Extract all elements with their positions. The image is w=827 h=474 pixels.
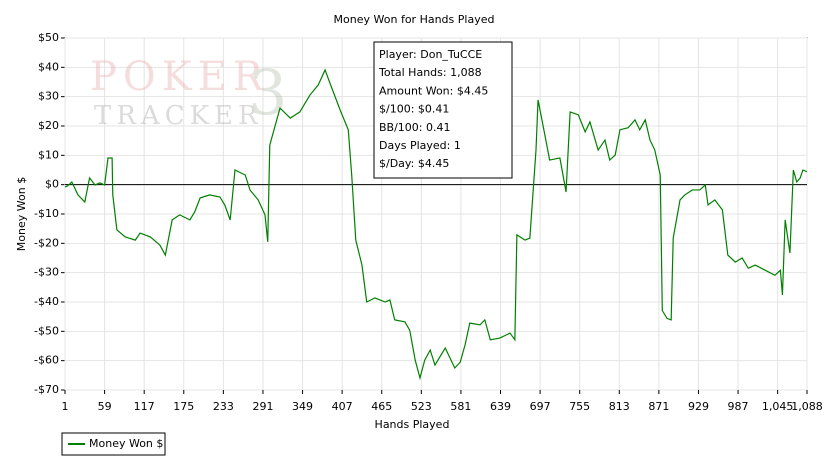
y-tick-label: $30 bbox=[38, 90, 59, 103]
x-tick-label: 117 bbox=[134, 400, 155, 413]
y-tick-label: $40 bbox=[38, 60, 59, 73]
x-tick-label: 697 bbox=[530, 400, 551, 413]
x-tick-label: 407 bbox=[332, 400, 353, 413]
y-axis-label: Money Won $ bbox=[15, 177, 28, 251]
x-tick-label: 581 bbox=[450, 400, 471, 413]
y-tick-label: -$30 bbox=[34, 266, 59, 279]
info-line: $/Day: $4.45 bbox=[379, 157, 449, 170]
y-tick-label: -$40 bbox=[34, 295, 59, 308]
info-box bbox=[373, 41, 513, 179]
x-tick-label: 349 bbox=[292, 400, 313, 413]
data bbox=[64, 68, 808, 381]
x-tick-label: 813 bbox=[609, 400, 630, 413]
x-tick-label: 1,088 bbox=[791, 400, 823, 413]
watermark-text: TRACKER bbox=[94, 101, 263, 131]
info-line: Total Hands: 1,088 bbox=[378, 66, 482, 79]
x-tick-label: 233 bbox=[213, 400, 234, 413]
x-tick-label: 755 bbox=[569, 400, 590, 413]
x-tick-label: 59 bbox=[98, 400, 112, 413]
x-tick-label: 175 bbox=[173, 400, 194, 413]
x-tick-label: 465 bbox=[371, 400, 392, 413]
data-line bbox=[64, 68, 808, 381]
y-tick-label: $0 bbox=[45, 178, 59, 191]
legend bbox=[61, 432, 166, 456]
y-tick-label: $50 bbox=[38, 31, 59, 44]
x-axis-label: Hands Played bbox=[375, 418, 450, 431]
y-tick-label: -$50 bbox=[34, 324, 59, 337]
info-line: $/100: $0.41 bbox=[379, 103, 449, 116]
info-line: Days Played: 1 bbox=[379, 139, 461, 152]
watermark: POKER 3 TRACKER bbox=[90, 54, 287, 131]
y-tick-label: $20 bbox=[38, 119, 59, 132]
y-tick-label: -$10 bbox=[34, 207, 59, 220]
info-line: Amount Won: $4.45 bbox=[379, 84, 488, 97]
y-tick-label: -$20 bbox=[34, 236, 59, 249]
x-tick-label: 291 bbox=[252, 400, 273, 413]
info: Player: Don_TuCCE Total Hands: 1,088 Amoun… bbox=[378, 48, 488, 170]
info-line: Player: Don_TuCCE bbox=[379, 48, 482, 61]
x-tick-label: 929 bbox=[688, 400, 709, 413]
watermark-text: POKER bbox=[90, 54, 269, 100]
info-line: BB/100: 0.41 bbox=[379, 121, 451, 134]
y-tick-label: -$70 bbox=[34, 383, 59, 396]
chart-title: Money Won for Hands Played bbox=[334, 13, 495, 26]
x-tick-label: 1 bbox=[62, 400, 69, 413]
x-tick-label: 871 bbox=[648, 400, 669, 413]
watermark-mark: 3 bbox=[248, 56, 287, 129]
legend-label: Money Won $ bbox=[89, 437, 163, 450]
x-tick-label: 639 bbox=[490, 400, 511, 413]
y-tick-label: -$60 bbox=[34, 354, 59, 367]
y-tick-label: $10 bbox=[38, 148, 59, 161]
x-tick-label: 987 bbox=[728, 400, 749, 413]
x-tick-label: 523 bbox=[411, 400, 432, 413]
x-tick-label: 1,045 bbox=[762, 400, 794, 413]
